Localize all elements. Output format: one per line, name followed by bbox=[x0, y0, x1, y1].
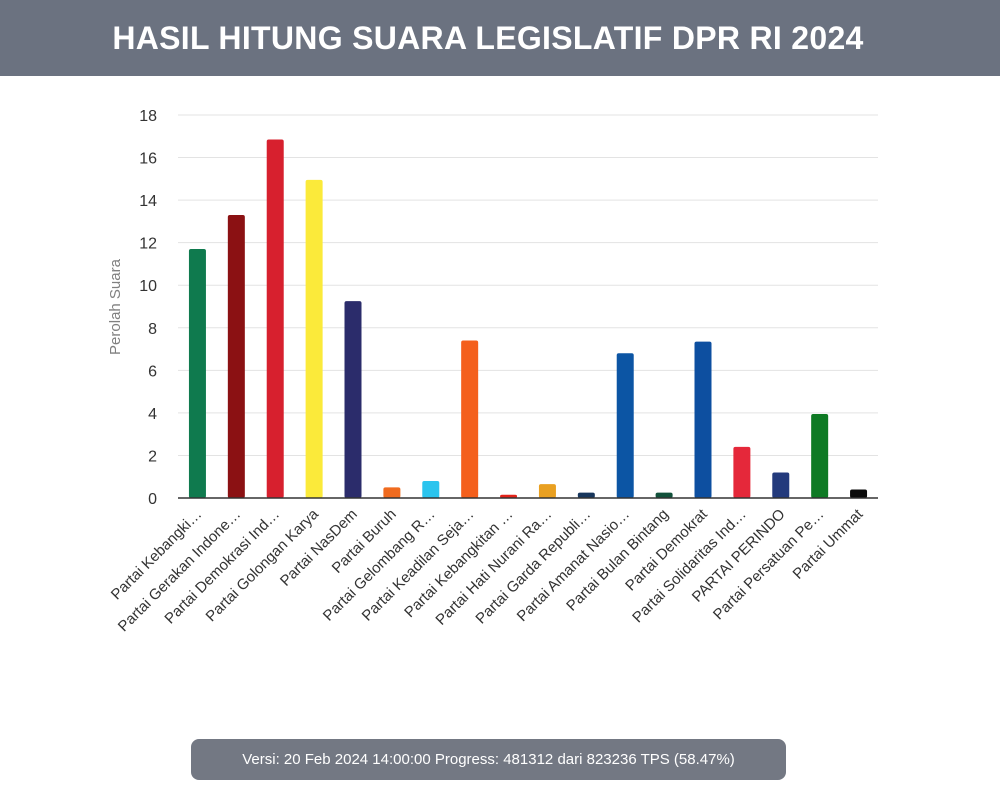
y-tick-label: 16 bbox=[139, 151, 157, 168]
bar bbox=[500, 494, 518, 498]
bar bbox=[655, 492, 673, 498]
bar bbox=[733, 446, 751, 498]
bar bbox=[577, 492, 595, 498]
bar bbox=[188, 249, 206, 498]
bar bbox=[422, 480, 440, 498]
title-bar: HASIL HITUNG SUARA LEGISLATIF DPR RI 202… bbox=[0, 0, 1000, 76]
bar bbox=[461, 340, 479, 498]
bar bbox=[266, 139, 284, 498]
y-tick-labels: 0 2 4 6 8 10 12 14 16 18 bbox=[139, 108, 157, 508]
y-tick-label: 0 bbox=[148, 491, 157, 508]
y-tick-label: 10 bbox=[139, 278, 157, 295]
y-tick-label: 8 bbox=[148, 321, 157, 338]
x-tick-labels: Partai Kebangki…Partai Gerakan Indone…Pa… bbox=[108, 505, 867, 635]
y-tick-label: 12 bbox=[139, 236, 157, 253]
page-title: HASIL HITUNG SUARA LEGISLATIF DPR RI 202… bbox=[112, 19, 864, 56]
bars bbox=[188, 139, 868, 498]
bar bbox=[811, 413, 829, 498]
bar bbox=[344, 301, 362, 498]
progress-status-badge: Versi: 20 Feb 2024 14:00:00 Progress: 48… bbox=[191, 739, 786, 780]
y-axis-label: Perolah Suara bbox=[107, 258, 124, 355]
y-tick-label: 4 bbox=[148, 406, 157, 423]
bar-chart: 0 2 4 6 8 10 12 14 16 18 Perolah Suara Partai Keb… bbox=[107, 108, 878, 635]
bar bbox=[305, 179, 323, 498]
y-tick-label: 18 bbox=[139, 108, 157, 125]
bar bbox=[850, 489, 868, 498]
y-tick-label: 2 bbox=[148, 448, 157, 465]
grid-lines bbox=[178, 114, 878, 456]
bar bbox=[227, 215, 245, 498]
bar bbox=[538, 484, 556, 498]
y-tick-label: 6 bbox=[148, 363, 157, 380]
bar bbox=[694, 341, 712, 498]
y-tick-label: 14 bbox=[139, 193, 157, 210]
bar bbox=[616, 353, 634, 498]
bar bbox=[383, 487, 401, 498]
bar bbox=[772, 472, 790, 498]
progress-status-text: Versi: 20 Feb 2024 14:00:00 Progress: 48… bbox=[242, 751, 735, 768]
